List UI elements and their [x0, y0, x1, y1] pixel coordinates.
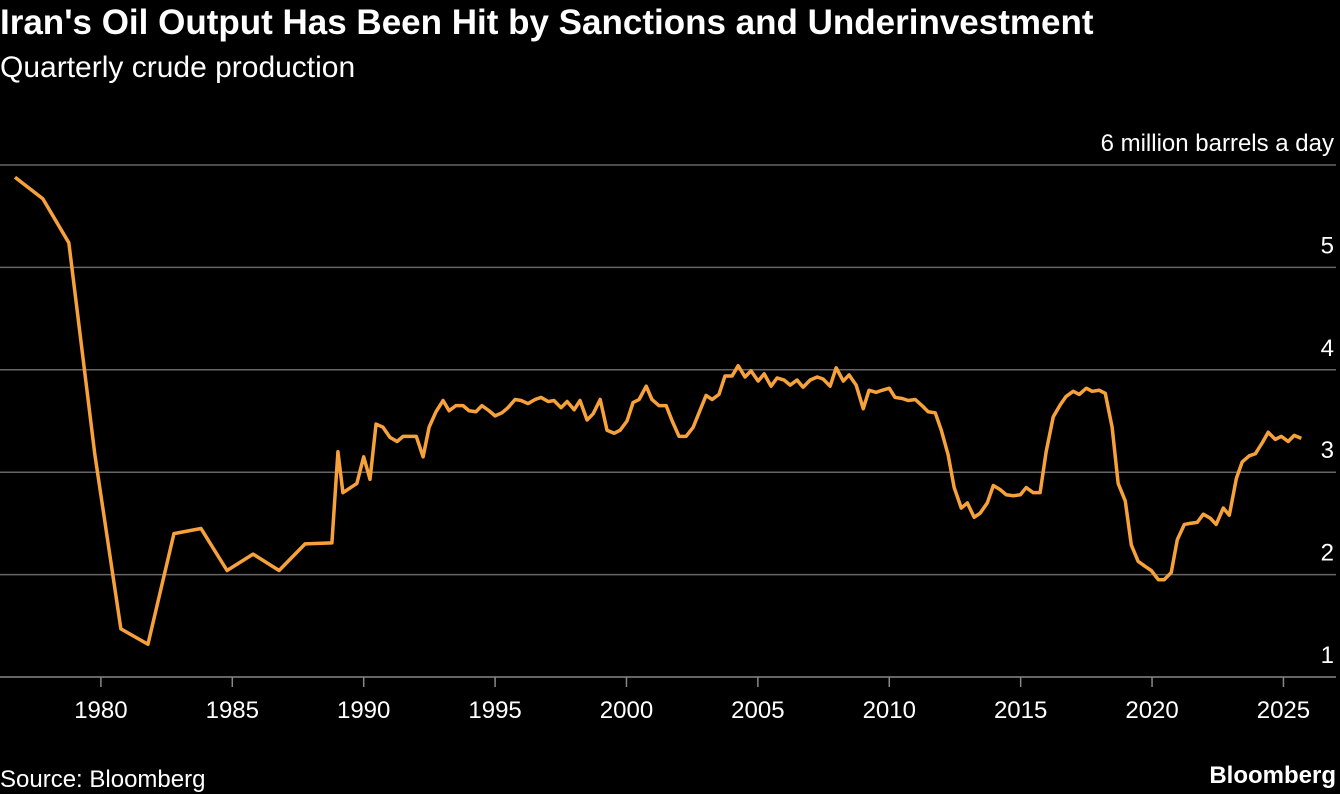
x-tick-label: 2010 [863, 697, 916, 724]
y-tick-label: 1 [1321, 642, 1334, 669]
y-tick-label: 3 [1321, 437, 1334, 464]
y-tick-label: 6 million barrels a day [1101, 130, 1334, 157]
brand: Bloomberg [1209, 762, 1336, 789]
x-tick-label: 1995 [468, 697, 521, 724]
x-tick-label: 2000 [600, 697, 653, 724]
y-tick-label: 5 [1321, 232, 1334, 259]
chart-subtitle: Quarterly crude production [0, 51, 355, 84]
x-tick-label: 1985 [206, 697, 259, 724]
source: Source: Bloomberg [0, 766, 205, 793]
x-tick-label: 1980 [74, 697, 127, 724]
x-tick-label: 2020 [1125, 697, 1178, 724]
y-tick-label: 2 [1321, 540, 1334, 567]
x-tick-label: 2025 [1257, 697, 1310, 724]
data-line [13, 175, 1303, 646]
x-tick-label: 1990 [337, 697, 390, 724]
x-tick-label: 2005 [731, 697, 784, 724]
y-tick-label: 4 [1321, 335, 1334, 362]
x-tick-label: 2015 [994, 697, 1047, 724]
chart-title: Iran's Oil Output Has Been Hit by Sancti… [0, 3, 1094, 42]
